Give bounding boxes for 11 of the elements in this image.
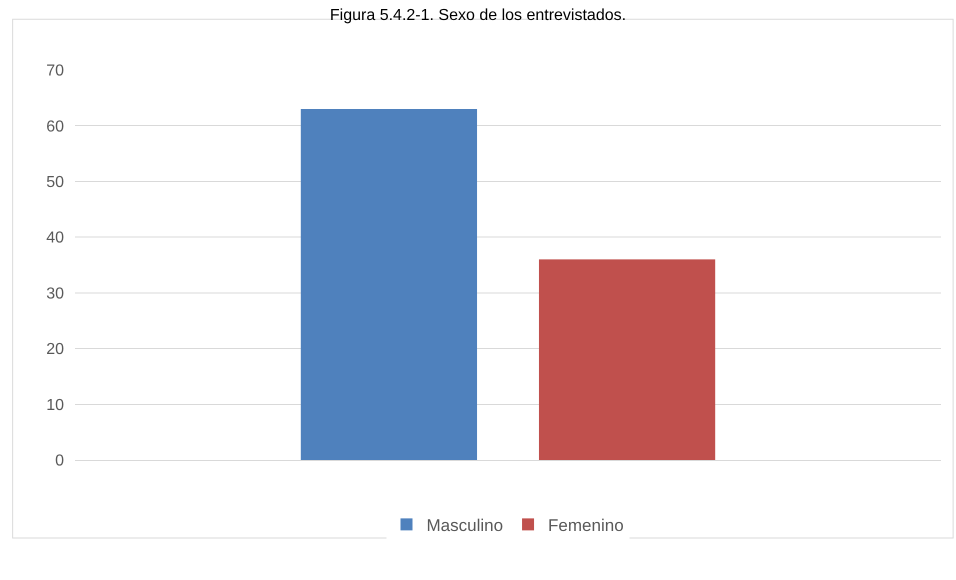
legend-label: Femenino (548, 516, 624, 535)
y-tick-label: 50 (46, 174, 64, 192)
y-tick-label: 30 (46, 285, 64, 302)
legend-label: Masculino (426, 516, 504, 535)
y-tick-label: 10 (46, 396, 64, 414)
y-tick-label: 40 (46, 230, 64, 247)
y-tick-label: 0 (55, 452, 64, 470)
chart-title: Figura 5.4.2-1. Sexo de los entrevistados. (330, 6, 626, 24)
y-tick-label: 70 (46, 62, 64, 80)
y-tick-label: 20 (46, 341, 64, 358)
y-tick-label: 60 (46, 118, 64, 136)
